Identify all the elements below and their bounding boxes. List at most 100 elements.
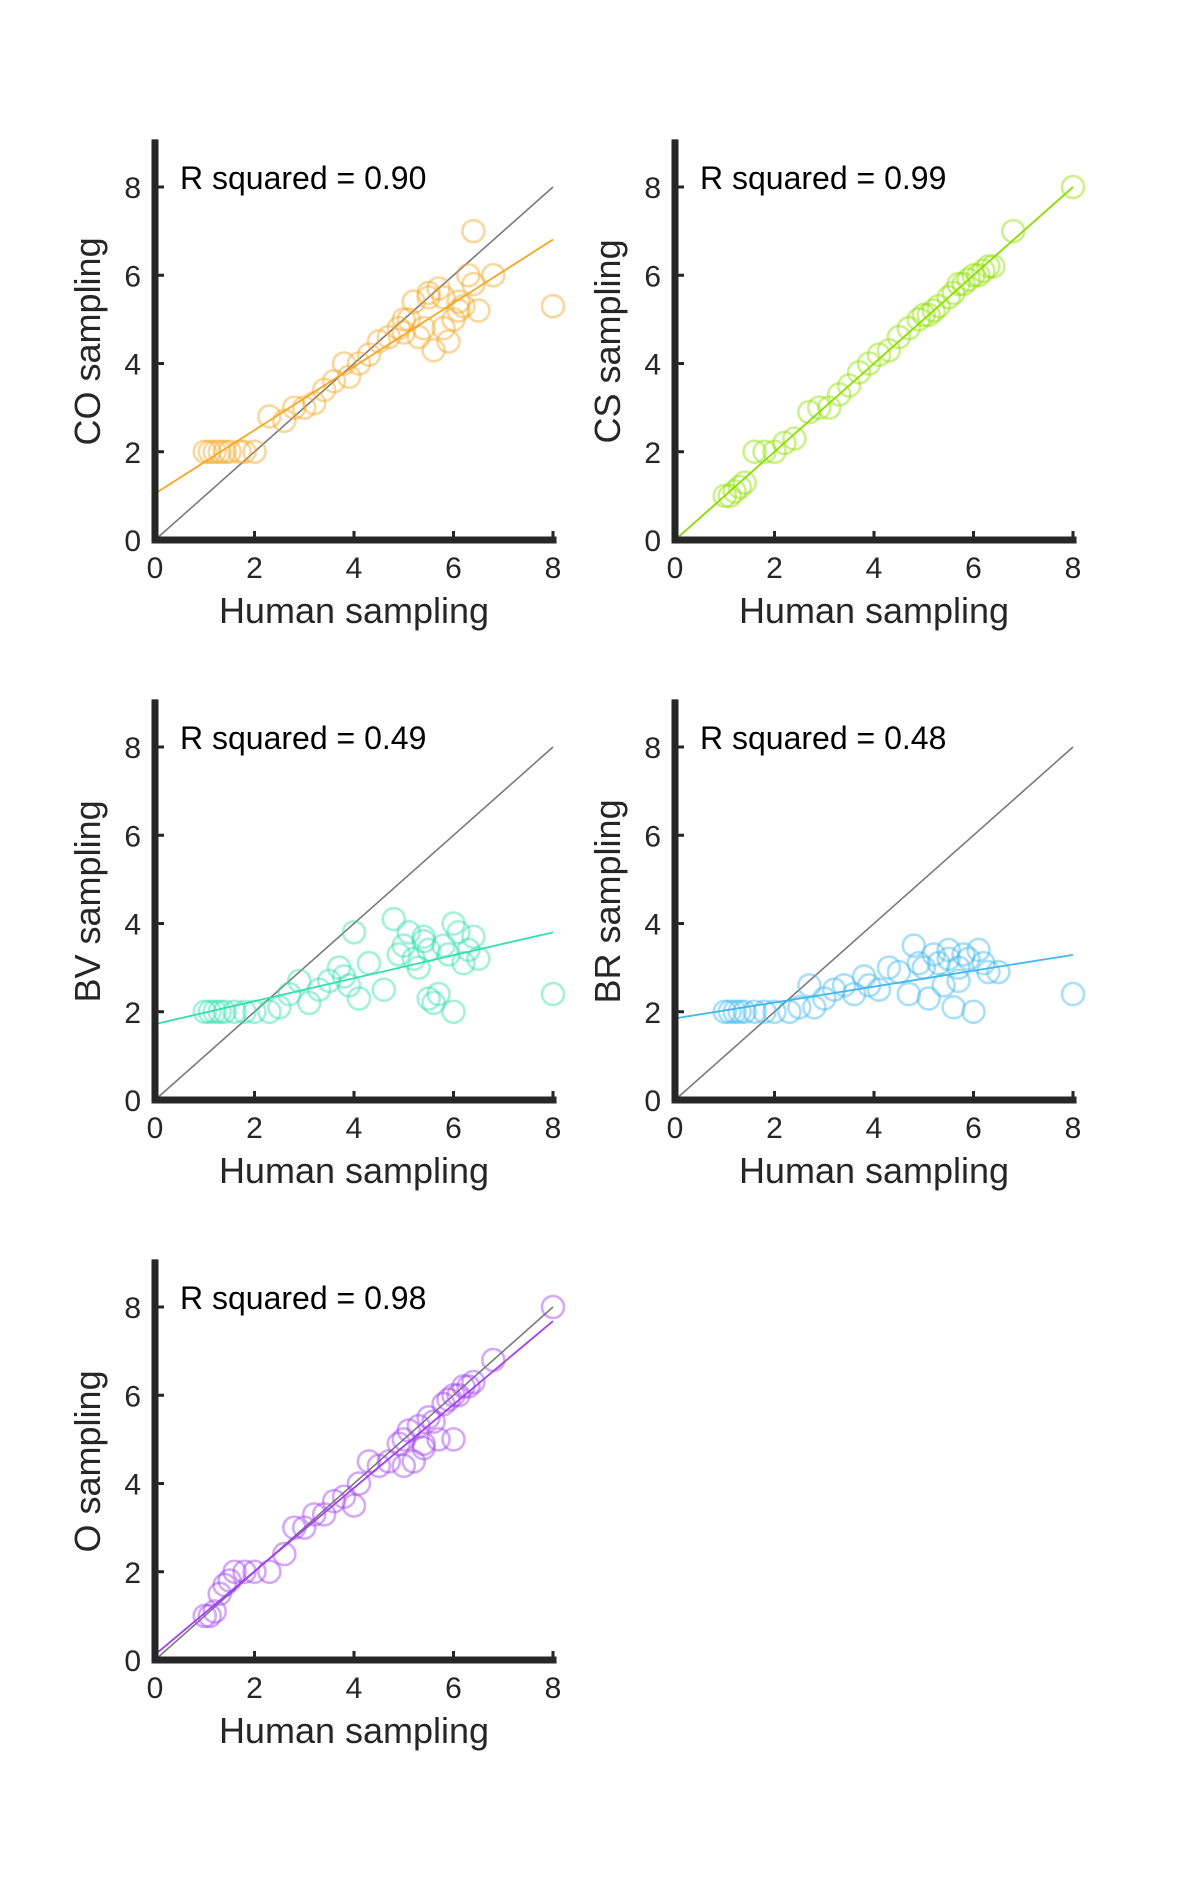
data-point	[217, 439, 242, 465]
data-point	[916, 986, 942, 1011]
y-tick-label: 8	[124, 732, 141, 765]
data-point	[411, 924, 436, 950]
data-point	[911, 302, 937, 328]
data-point	[926, 293, 951, 319]
data-point	[821, 977, 847, 1002]
x-tick-label: 8	[1065, 1112, 1082, 1145]
y-tick-label: 2	[644, 997, 661, 1030]
data-point	[336, 972, 362, 998]
data-point	[841, 981, 867, 1007]
data-point	[540, 1294, 566, 1320]
data-point	[366, 329, 392, 354]
data-point	[366, 1453, 392, 1479]
y-tick-label: 8	[124, 172, 141, 205]
data-point	[941, 280, 966, 306]
data-point	[286, 968, 312, 994]
data-point	[421, 1409, 446, 1435]
data-point	[356, 342, 382, 367]
x-axis-title: Human sampling	[739, 1150, 1009, 1191]
data-point	[441, 999, 466, 1025]
data-point	[207, 439, 232, 465]
x-tick-label: 6	[445, 1112, 462, 1145]
y-axis-title: BR sampling	[587, 799, 628, 1003]
data-point	[212, 999, 237, 1025]
x-tick-label: 2	[246, 1112, 263, 1145]
x-tick-label: 8	[1065, 552, 1082, 585]
data-point	[921, 298, 947, 323]
data-point	[401, 289, 427, 315]
regression-line	[154, 238, 554, 495]
data-point	[326, 955, 352, 980]
data-point	[876, 955, 902, 980]
data-point	[331, 351, 357, 376]
data-point	[346, 351, 372, 376]
x-tick-label: 0	[147, 1112, 164, 1145]
data-point	[727, 474, 752, 500]
subplot-4: 0 2 4 6 8 0 2 4 6 8 Human sampling BR sampling R squ…	[587, 699, 1086, 1191]
data-point	[272, 1541, 297, 1567]
x-tick-label: 0	[147, 552, 164, 585]
data-point	[752, 999, 777, 1025]
data-point	[207, 1581, 232, 1607]
data-point	[311, 377, 337, 403]
data-point	[727, 999, 752, 1025]
data-point	[222, 1559, 247, 1585]
data-point	[976, 254, 1001, 279]
data-point	[416, 986, 441, 1011]
data-point	[976, 959, 1001, 985]
data-point	[356, 950, 382, 976]
data-point	[782, 426, 807, 451]
x-tick-label: 4	[346, 1112, 363, 1145]
data-point	[946, 968, 971, 994]
y-tick-label: 2	[124, 1557, 141, 1590]
y-tick-label: 0	[644, 525, 661, 558]
data-point	[732, 999, 757, 1025]
data-point	[540, 293, 566, 319]
data-point	[732, 470, 757, 495]
data-point	[466, 946, 491, 972]
data-point	[411, 1435, 436, 1461]
x-tick-label: 8	[545, 1672, 562, 1705]
data-point	[396, 307, 422, 332]
y-tick-label: 4	[124, 349, 141, 382]
data-point	[197, 1603, 223, 1629]
data-point	[461, 1369, 486, 1395]
data-point	[787, 995, 812, 1020]
data-point	[722, 999, 748, 1025]
x-axis-title: Human sampling	[219, 1710, 489, 1751]
data-point	[936, 946, 961, 972]
data-point	[722, 479, 748, 504]
y-tick-label: 0	[124, 1085, 141, 1118]
regression-line	[674, 186, 1074, 541]
y-tick-label: 0	[644, 1085, 661, 1118]
y-tick-label: 6	[644, 820, 661, 853]
data-point	[391, 307, 417, 332]
data-point	[257, 404, 282, 429]
y-tick-label: 2	[124, 997, 141, 1030]
x-axis-title: Human sampling	[219, 590, 489, 631]
data-point	[772, 430, 797, 456]
x-tick-label: 0	[147, 1672, 164, 1705]
y-tick-label: 0	[124, 525, 141, 558]
r-squared-annotation: R squared = 0.48	[700, 720, 946, 756]
r-squared-annotation: R squared = 0.90	[180, 160, 426, 196]
data-point	[321, 368, 347, 394]
x-axis-title: Human sampling	[739, 590, 1009, 631]
data-point	[391, 320, 417, 345]
data-point	[961, 262, 986, 288]
y-tick-label: 8	[644, 732, 661, 765]
data-point	[742, 439, 767, 465]
data-point	[436, 329, 461, 354]
data-point	[966, 262, 991, 288]
data-point	[431, 285, 456, 310]
data-point	[431, 315, 456, 341]
data-point	[441, 307, 466, 332]
data-point	[811, 986, 837, 1011]
data-point	[956, 267, 981, 292]
data-point	[376, 1449, 402, 1474]
data-point	[946, 955, 971, 980]
data-point	[901, 933, 927, 958]
data-point	[896, 315, 922, 341]
data-point	[931, 972, 956, 998]
